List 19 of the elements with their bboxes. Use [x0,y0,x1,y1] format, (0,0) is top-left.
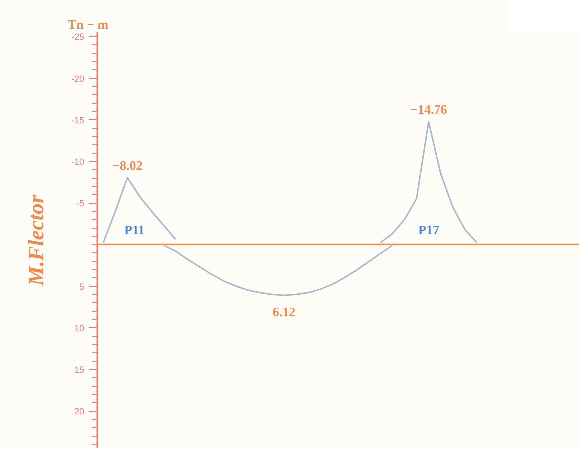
y-axis-title: M.Flector [23,194,48,288]
y-tick-label: 10 [74,323,85,334]
data-label: 6.12 [272,304,296,320]
line-series [102,177,177,244]
line-series [163,244,394,296]
data-label: −14.76 [410,102,448,117]
y-tick-label: 20 [74,406,85,417]
y-tick-label: -20 [71,74,85,84]
y-tick-label: -5 [76,198,85,209]
y-tick-label: 15 [74,364,85,375]
text: Tn − m [68,17,109,32]
annotation: P17 [418,222,440,238]
y-tick-label: -15 [71,115,85,126]
line-series [380,121,478,244]
y-tick-label: -10 [71,156,85,167]
y-tick-label: 5 [79,282,85,292]
data-label: −8.02 [112,158,143,173]
annotation: P11 [124,222,145,238]
y-tick-label: -25 [71,32,85,42]
